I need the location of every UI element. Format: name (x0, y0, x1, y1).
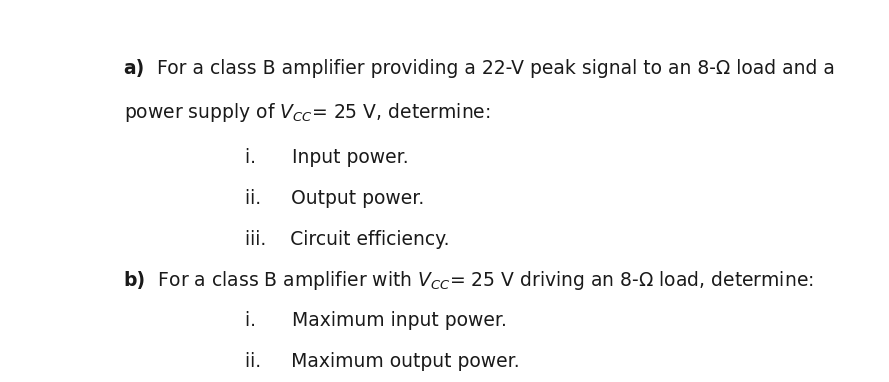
Text: For a class B amplifier providing a 22-V peak signal to an 8-Ω load and a: For a class B amplifier providing a 22-V… (145, 59, 835, 78)
Text: i.      Input power.: i. Input power. (245, 149, 409, 167)
Text: i.      Maximum input power.: i. Maximum input power. (245, 311, 508, 330)
Text: For a class B amplifier with $\mathit{V}_{\mathit{CC}}$= 25 V driving an 8-Ω loa: For a class B amplifier with $\mathit{V}… (146, 269, 813, 291)
Text: ii.     Maximum output power.: ii. Maximum output power. (245, 352, 520, 371)
Text: iii.    Circuit efficiency.: iii. Circuit efficiency. (245, 230, 450, 249)
Text: a): a) (124, 59, 145, 78)
Text: ii.     Output power.: ii. Output power. (245, 189, 425, 208)
Text: b): b) (124, 270, 146, 290)
Text: power supply of $\mathit{V}_{\mathit{CC}}$= 25 V, determine:: power supply of $\mathit{V}_{\mathit{CC}… (124, 101, 490, 124)
